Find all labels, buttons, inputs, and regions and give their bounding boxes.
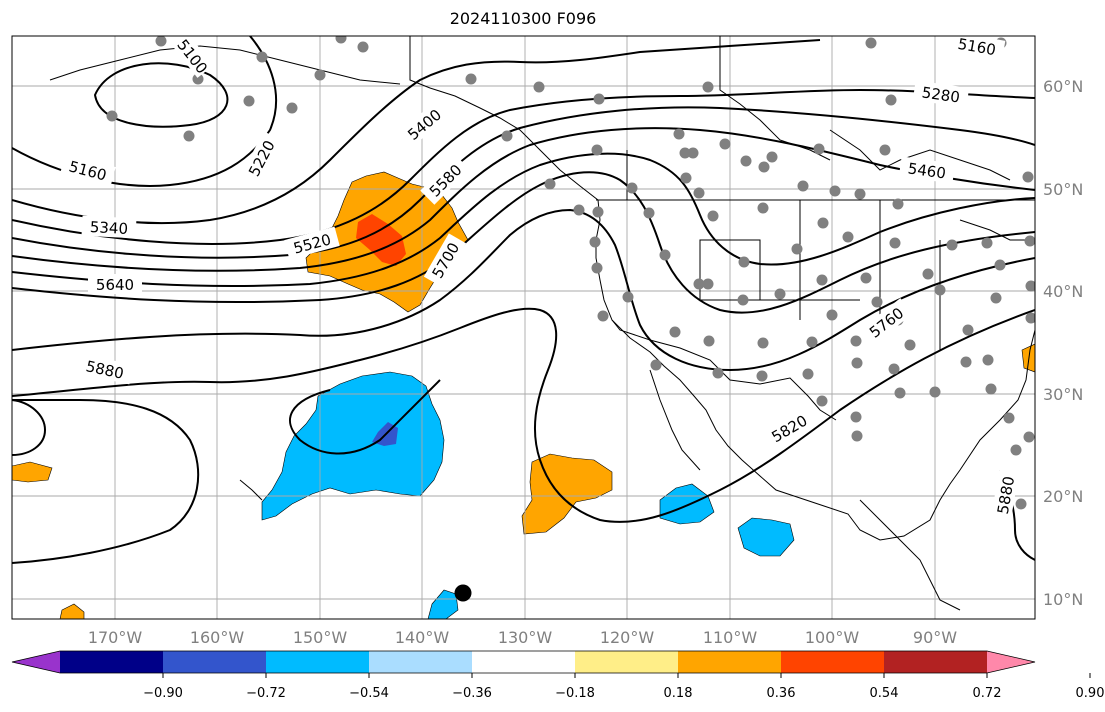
- lon-label: 150°W: [293, 628, 348, 647]
- colorbar-segment: [369, 651, 473, 673]
- colorbar-ticks: −0.90 −0.72 −0.54 −0.36 −0.18 0.18 0.36 0.54 0.7…: [143, 673, 1104, 701]
- map-title: 2024110300 F096: [449, 9, 597, 28]
- lat-label: 40°N: [1043, 282, 1083, 301]
- negative-anomaly-area: [261, 371, 445, 521]
- lon-label: 170°W: [88, 628, 143, 647]
- colorbar-tick-label: −0.54: [349, 686, 389, 701]
- colorbar-tick-label: −0.18: [555, 686, 595, 701]
- contour-label: 5640: [96, 276, 134, 294]
- colorbar-extend-max: [987, 651, 1035, 673]
- lon-label: 160°W: [190, 628, 245, 647]
- map-frame: [11, 35, 1036, 620]
- height-contours: [12, 36, 1035, 564]
- graticule: [12, 36, 1035, 619]
- colorbar-segment: [884, 651, 988, 673]
- latitude-labels: 10°N 20°N 30°N 40°N 50°N 60°N: [1043, 77, 1083, 609]
- colorbar-segment: [60, 651, 164, 673]
- negative-anomaly-area-3: [737, 517, 795, 557]
- colorbar-segment: [781, 651, 885, 673]
- lat-label: 60°N: [1043, 77, 1083, 96]
- positive-anomaly-area-4: [59, 603, 85, 619]
- highlight-marker: [454, 584, 472, 602]
- lon-label: 120°W: [600, 628, 655, 647]
- negative-anomaly-area-2: [659, 483, 715, 525]
- colorbar-tick-label: 0.54: [870, 686, 899, 701]
- lon-label: 130°W: [498, 628, 553, 647]
- lat-label: 50°N: [1043, 180, 1083, 199]
- colorbar-segment: [163, 651, 267, 673]
- colorbar-extend-min: [12, 651, 60, 673]
- colorbar-tick-label: −0.90: [143, 686, 183, 701]
- positive-anomaly-area-3: [12, 461, 53, 483]
- colorbar-tick-label: −0.72: [246, 686, 286, 701]
- colorbar-tick-label: −0.36: [452, 686, 492, 701]
- lon-label: 140°W: [395, 628, 450, 647]
- colorbar-tick-label: 0.18: [664, 686, 693, 701]
- colorbar-segment: [678, 651, 782, 673]
- lat-label: 10°N: [1043, 590, 1083, 609]
- lat-label: 30°N: [1043, 385, 1083, 404]
- longitude-labels: 170°W 160°W 150°W 140°W 130°W 120°W 110°…: [88, 628, 957, 647]
- negative-anomaly-area-4: [427, 589, 459, 619]
- colorbar-segment: [472, 651, 576, 673]
- positive-anomaly-core: [356, 214, 406, 266]
- contour-label: 5460: [907, 159, 947, 182]
- lat-label: 20°N: [1043, 487, 1083, 506]
- colorbar-segment: [266, 651, 370, 673]
- lon-label: 110°W: [703, 628, 758, 647]
- colorbar-outline: [11, 650, 1036, 674]
- coastlines: [49, 36, 1035, 611]
- positive-anomaly-area-2: [521, 453, 613, 535]
- colorbar-segment: [575, 651, 679, 673]
- lon-label: 90°W: [913, 628, 957, 647]
- colorbar: [11, 650, 1036, 674]
- colorbar-tick-label: 0.90: [1076, 686, 1105, 701]
- lon-label: 100°W: [805, 628, 860, 647]
- contour-label: 5280: [921, 83, 961, 106]
- contour-labels: 5100 5160 5220 5280 5340 5400 5460 5520 …: [60, 35, 1020, 522]
- colorbar-tick-label: 0.36: [767, 686, 796, 701]
- colorbar-tick-label: 0.72: [973, 686, 1002, 701]
- contour-label: 5340: [89, 218, 128, 238]
- contour-label: 5160: [956, 35, 997, 59]
